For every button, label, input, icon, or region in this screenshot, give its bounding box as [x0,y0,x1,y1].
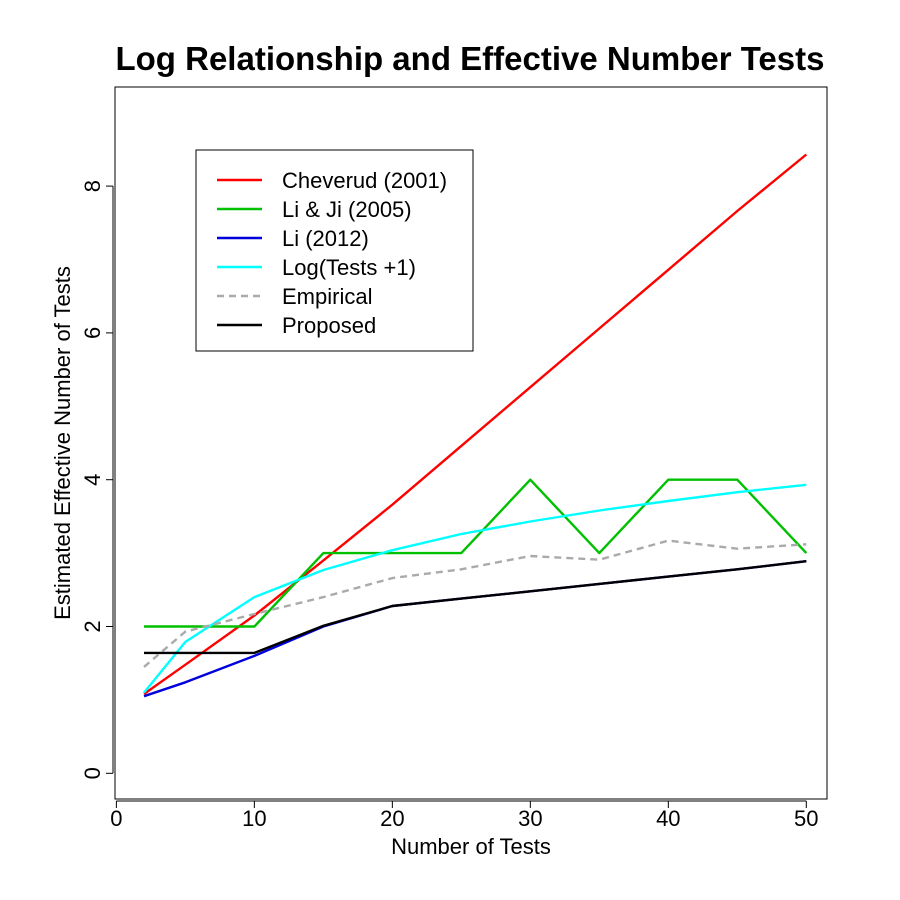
series-group [143,153,808,698]
y-tick-label: 8 [80,180,105,192]
series-line-4 [143,539,807,668]
x-tick-label: 40 [656,806,680,831]
y-tick-label: 2 [80,620,105,632]
y-tick-label: 0 [80,767,105,779]
series-line-1 [144,478,808,628]
legend-label-0: Cheverud (2001) [282,168,447,193]
series-line-2 [143,560,807,698]
y-axis: 0 2 4 6 8 [80,180,114,779]
series-line-5 [144,560,807,655]
legend: Cheverud (2001) Li & Ji (2005) Li (2012) Lo… [195,149,474,352]
x-tick-label: 20 [380,806,404,831]
x-axis-label: Number of Tests [391,834,551,859]
x-tick-label: 30 [518,806,542,831]
x-tick-label: 0 [110,806,122,831]
y-axis-label: Estimated Effective Number of Tests [50,266,75,620]
series-line-3 [143,483,807,694]
x-tick-label: 50 [794,806,818,831]
chart-title: Log Relationship and Effective Number Te… [115,40,824,77]
y-tick-label: 6 [80,327,105,339]
y-tick-label: 4 [80,474,105,486]
series-line-0 [143,153,808,695]
x-axis: 0 10 20 30 40 50 [110,800,819,831]
legend-label-5: Proposed [282,313,376,338]
x-tick-label: 10 [242,806,266,831]
legend-label-1: Li & Ji (2005) [282,197,412,222]
plot-frame [114,86,828,800]
legend-label-2: Li (2012) [282,226,369,251]
legend-box [195,149,474,352]
legend-label-4: Empirical [282,284,372,309]
legend-label-3: Log(Tests +1) [282,255,416,280]
